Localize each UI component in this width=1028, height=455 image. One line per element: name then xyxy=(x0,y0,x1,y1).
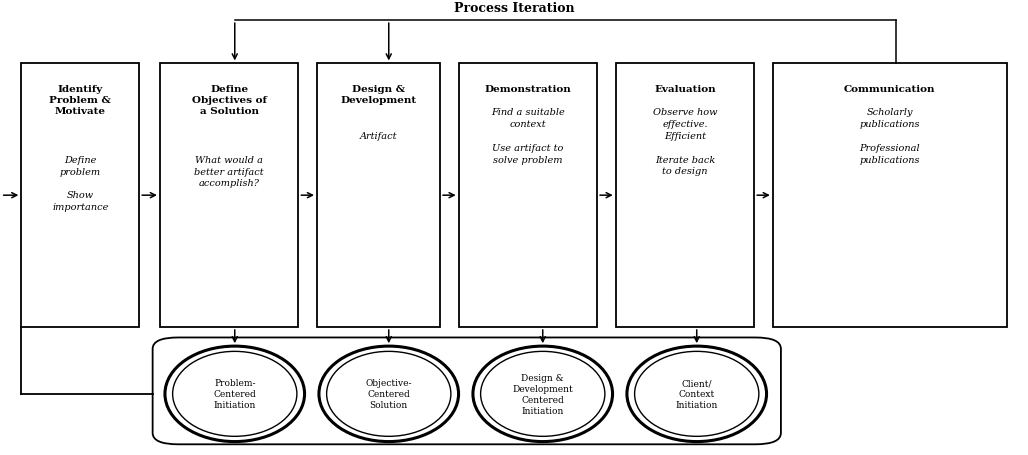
Text: Demonstration: Demonstration xyxy=(484,85,572,94)
Ellipse shape xyxy=(327,352,451,436)
Text: Observe how
effective.
Efficient

Iterate back
to design: Observe how effective. Efficient Iterate… xyxy=(653,108,718,176)
Text: Identify
Problem &
Motivate: Identify Problem & Motivate xyxy=(49,85,111,116)
Text: What would a
better artifact
accomplish?: What would a better artifact accomplish? xyxy=(194,155,264,188)
Ellipse shape xyxy=(473,346,613,442)
Text: Objective-
Centered
Solution: Objective- Centered Solution xyxy=(366,379,412,410)
Text: Find a suitable
context

Use artifact to
solve problem: Find a suitable context Use artifact to … xyxy=(491,108,564,164)
Text: Process Iteration: Process Iteration xyxy=(453,2,575,15)
Text: Define
Objectives of
a Solution: Define Objectives of a Solution xyxy=(191,85,266,116)
FancyBboxPatch shape xyxy=(616,64,755,327)
Ellipse shape xyxy=(319,346,458,442)
Ellipse shape xyxy=(173,352,297,436)
Text: Client/
Context
Initiation: Client/ Context Initiation xyxy=(675,379,718,410)
Ellipse shape xyxy=(627,346,767,442)
Text: Scholarly
publications

Professional
publications: Scholarly publications Professional publ… xyxy=(859,108,920,164)
Ellipse shape xyxy=(634,352,759,436)
Text: Problem-
Centered
Initiation: Problem- Centered Initiation xyxy=(214,379,256,410)
Text: Evaluation: Evaluation xyxy=(654,85,715,94)
Text: Design &
Development: Design & Development xyxy=(340,85,416,105)
Text: Design &
Development
Centered
Initiation: Design & Development Centered Initiation xyxy=(512,373,574,415)
Ellipse shape xyxy=(481,352,604,436)
FancyBboxPatch shape xyxy=(458,64,597,327)
FancyBboxPatch shape xyxy=(22,64,139,327)
FancyBboxPatch shape xyxy=(317,64,440,327)
Text: Define
problem

Show
importance: Define problem Show importance xyxy=(52,155,108,212)
FancyBboxPatch shape xyxy=(159,64,298,327)
FancyBboxPatch shape xyxy=(152,338,781,445)
Text: Communication: Communication xyxy=(844,85,935,94)
FancyBboxPatch shape xyxy=(773,64,1006,327)
Ellipse shape xyxy=(164,346,304,442)
Text: Artifact: Artifact xyxy=(360,132,397,141)
